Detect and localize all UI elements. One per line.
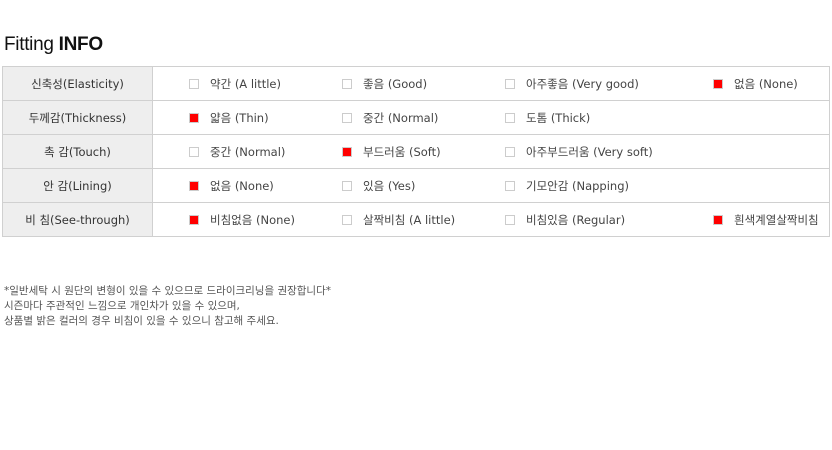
option-label: 없음 (None) bbox=[210, 178, 274, 193]
option-label: 흰색계열살짝비침 bbox=[734, 212, 819, 227]
option[interactable]: 약간 (A little) bbox=[189, 67, 281, 100]
note-line: *일반세탁 시 원단의 변형이 있을 수 있으므로 드라이크리닝을 권장합니다* bbox=[4, 285, 331, 297]
checked-checkbox[interactable] bbox=[189, 214, 199, 225]
option-label: 없음 (None) bbox=[734, 76, 798, 91]
checkbox[interactable] bbox=[342, 78, 352, 89]
option[interactable]: 아주좋음 (Very good) bbox=[505, 67, 639, 100]
table-row: 두께감(Thickness) 얇음 (Thin) 중간 (Normal) 도톰 (Th… bbox=[2, 100, 830, 135]
option-label: 도톰 (Thick) bbox=[526, 110, 591, 125]
option-label: 아주좋음 (Very good) bbox=[526, 76, 639, 91]
checkbox[interactable] bbox=[342, 112, 352, 123]
option-label: 기모안감 (Napping) bbox=[526, 178, 629, 193]
option[interactable]: 비침없음 (None) bbox=[189, 203, 295, 236]
checkbox[interactable] bbox=[189, 146, 199, 157]
option-label: 중간 (Normal) bbox=[210, 144, 286, 159]
option-label: 좋음 (Good) bbox=[363, 76, 428, 91]
row-label: 신축성(Elasticity) bbox=[2, 66, 153, 101]
option[interactable]: 부드러움 (Soft) bbox=[342, 135, 441, 168]
option-label: 비침없음 (None) bbox=[210, 212, 295, 227]
option[interactable]: 좋음 (Good) bbox=[342, 67, 427, 100]
page-title: Fitting INFO bbox=[4, 34, 103, 56]
option-label: 아주부드러움 (Very soft) bbox=[526, 144, 653, 159]
option[interactable]: 중간 (Normal) bbox=[342, 101, 438, 134]
checked-checkbox[interactable] bbox=[713, 78, 723, 89]
checkbox[interactable] bbox=[505, 214, 515, 225]
option-label: 약간 (A little) bbox=[210, 76, 281, 91]
checkbox[interactable] bbox=[505, 112, 515, 123]
table-row: 안 감(Lining) 없음 (None) 있음 (Yes) 기모안감 (Nappin… bbox=[2, 168, 830, 203]
note-line: 시즌마다 주관적인 느낌으로 개인차가 있을 수 있으며, bbox=[4, 300, 240, 312]
checkbox[interactable] bbox=[505, 146, 515, 157]
option-label: 중간 (Normal) bbox=[363, 110, 439, 125]
note-line: 상품별 밝은 컬러의 경우 비침이 있을 수 있으니 참고해 주세요. bbox=[4, 315, 279, 327]
row-options: 비침없음 (None) 살짝비침 (A little) 비침있음 (Regular)… bbox=[152, 202, 830, 237]
checked-checkbox[interactable] bbox=[189, 112, 199, 123]
checkbox[interactable] bbox=[505, 180, 515, 191]
title-bold: INFO bbox=[58, 34, 103, 55]
checked-checkbox[interactable] bbox=[189, 180, 199, 191]
row-label: 안 감(Lining) bbox=[2, 168, 153, 203]
checkbox[interactable] bbox=[342, 214, 352, 225]
option[interactable]: 살짝비침 (A little) bbox=[342, 203, 455, 236]
option[interactable]: 흰색계열살짝비침 bbox=[713, 203, 819, 236]
option-label: 살짝비침 (A little) bbox=[363, 212, 456, 227]
option-label: 있음 (Yes) bbox=[363, 178, 416, 193]
option[interactable]: 아주부드러움 (Very soft) bbox=[505, 135, 653, 168]
option[interactable]: 중간 (Normal) bbox=[189, 135, 285, 168]
row-label: 촉 감(Touch) bbox=[2, 134, 153, 169]
option[interactable]: 비침있음 (Regular) bbox=[505, 203, 625, 236]
table-row: 비 침(See-through) 비침없음 (None) 살짝비침 (A littl… bbox=[2, 202, 830, 237]
option[interactable]: 없음 (None) bbox=[713, 67, 798, 100]
option[interactable]: 도톰 (Thick) bbox=[505, 101, 590, 134]
row-options: 없음 (None) 있음 (Yes) 기모안감 (Napping) bbox=[152, 168, 830, 203]
option[interactable]: 기모안감 (Napping) bbox=[505, 169, 629, 202]
checked-checkbox[interactable] bbox=[713, 214, 723, 225]
row-options: 얇음 (Thin) 중간 (Normal) 도톰 (Thick) bbox=[152, 100, 830, 135]
row-options: 약간 (A little) 좋음 (Good) 아주좋음 (Very good) 없음… bbox=[152, 66, 830, 101]
checked-checkbox[interactable] bbox=[342, 146, 352, 157]
title-light: Fitting bbox=[4, 34, 59, 55]
table-row: 촉 감(Touch) 중간 (Normal) 부드러움 (Soft) 아주부드러움 (… bbox=[2, 134, 830, 169]
checkbox[interactable] bbox=[342, 180, 352, 191]
checkbox[interactable] bbox=[189, 78, 199, 89]
row-options: 중간 (Normal) 부드러움 (Soft) 아주부드러움 (Very soft) bbox=[152, 134, 830, 169]
option-label: 얇음 (Thin) bbox=[210, 110, 269, 125]
checkbox[interactable] bbox=[505, 78, 515, 89]
option[interactable]: 없음 (None) bbox=[189, 169, 274, 202]
fitting-info-table: 신축성(Elasticity) 약간 (A little) 좋음 (Good) 아주좋… bbox=[2, 66, 830, 237]
row-label: 두께감(Thickness) bbox=[2, 100, 153, 135]
option[interactable]: 얇음 (Thin) bbox=[189, 101, 269, 134]
care-notes: *일반세탁 시 원단의 변형이 있을 수 있으므로 드라이크리닝을 권장합니다*… bbox=[4, 284, 331, 329]
option-label: 부드러움 (Soft) bbox=[363, 144, 441, 159]
row-label: 비 침(See-through) bbox=[2, 202, 153, 237]
table-row: 신축성(Elasticity) 약간 (A little) 좋음 (Good) 아주좋… bbox=[2, 66, 830, 101]
option-label: 비침있음 (Regular) bbox=[526, 212, 626, 227]
option[interactable]: 있음 (Yes) bbox=[342, 169, 415, 202]
